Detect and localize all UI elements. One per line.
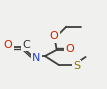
Text: N: N [32, 53, 41, 63]
Text: O: O [4, 40, 12, 50]
Text: S: S [73, 61, 80, 71]
Text: C: C [22, 40, 30, 49]
Text: O: O [50, 32, 58, 41]
Text: O: O [65, 44, 74, 53]
